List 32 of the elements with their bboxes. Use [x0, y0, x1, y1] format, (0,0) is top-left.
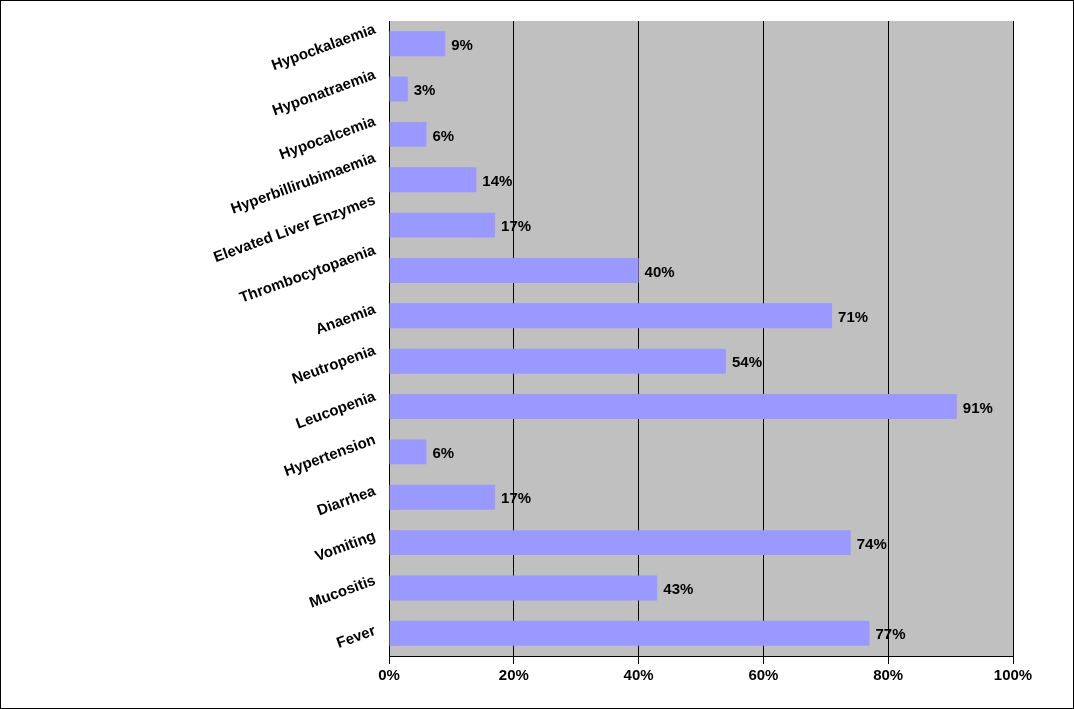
bar	[389, 530, 851, 556]
bar	[389, 167, 477, 193]
x-tick-label: 40%	[623, 666, 654, 684]
x-tick-label: 20%	[498, 666, 529, 684]
bar	[389, 31, 446, 57]
data-label: 43%	[663, 580, 694, 598]
bar	[389, 620, 870, 646]
x-tick-label: 60%	[748, 666, 779, 684]
data-label: 74%	[856, 534, 887, 552]
x-tick-label: 100%	[993, 666, 1033, 684]
data-label: 9%	[451, 35, 473, 53]
data-label: 3%	[413, 81, 436, 99]
data-label: 14%	[482, 171, 513, 189]
data-label: 6%	[432, 444, 455, 462]
bar	[389, 303, 833, 329]
bar	[389, 439, 427, 465]
bar	[389, 76, 408, 102]
x-tick-label: 80%	[873, 666, 904, 684]
x-tick-label: 0%	[378, 666, 400, 684]
data-label: 6%	[432, 126, 455, 144]
bar	[389, 348, 726, 374]
data-label: 91%	[962, 398, 993, 416]
y-tick-label: Fever	[334, 621, 378, 651]
bar	[389, 121, 427, 147]
bar	[389, 212, 496, 238]
bar	[389, 257, 639, 283]
bar	[389, 484, 496, 510]
bar	[389, 394, 957, 420]
data-label: 54%	[731, 353, 762, 371]
data-label: 71%	[838, 307, 869, 325]
data-label: 40%	[644, 262, 675, 280]
bar	[389, 575, 658, 601]
